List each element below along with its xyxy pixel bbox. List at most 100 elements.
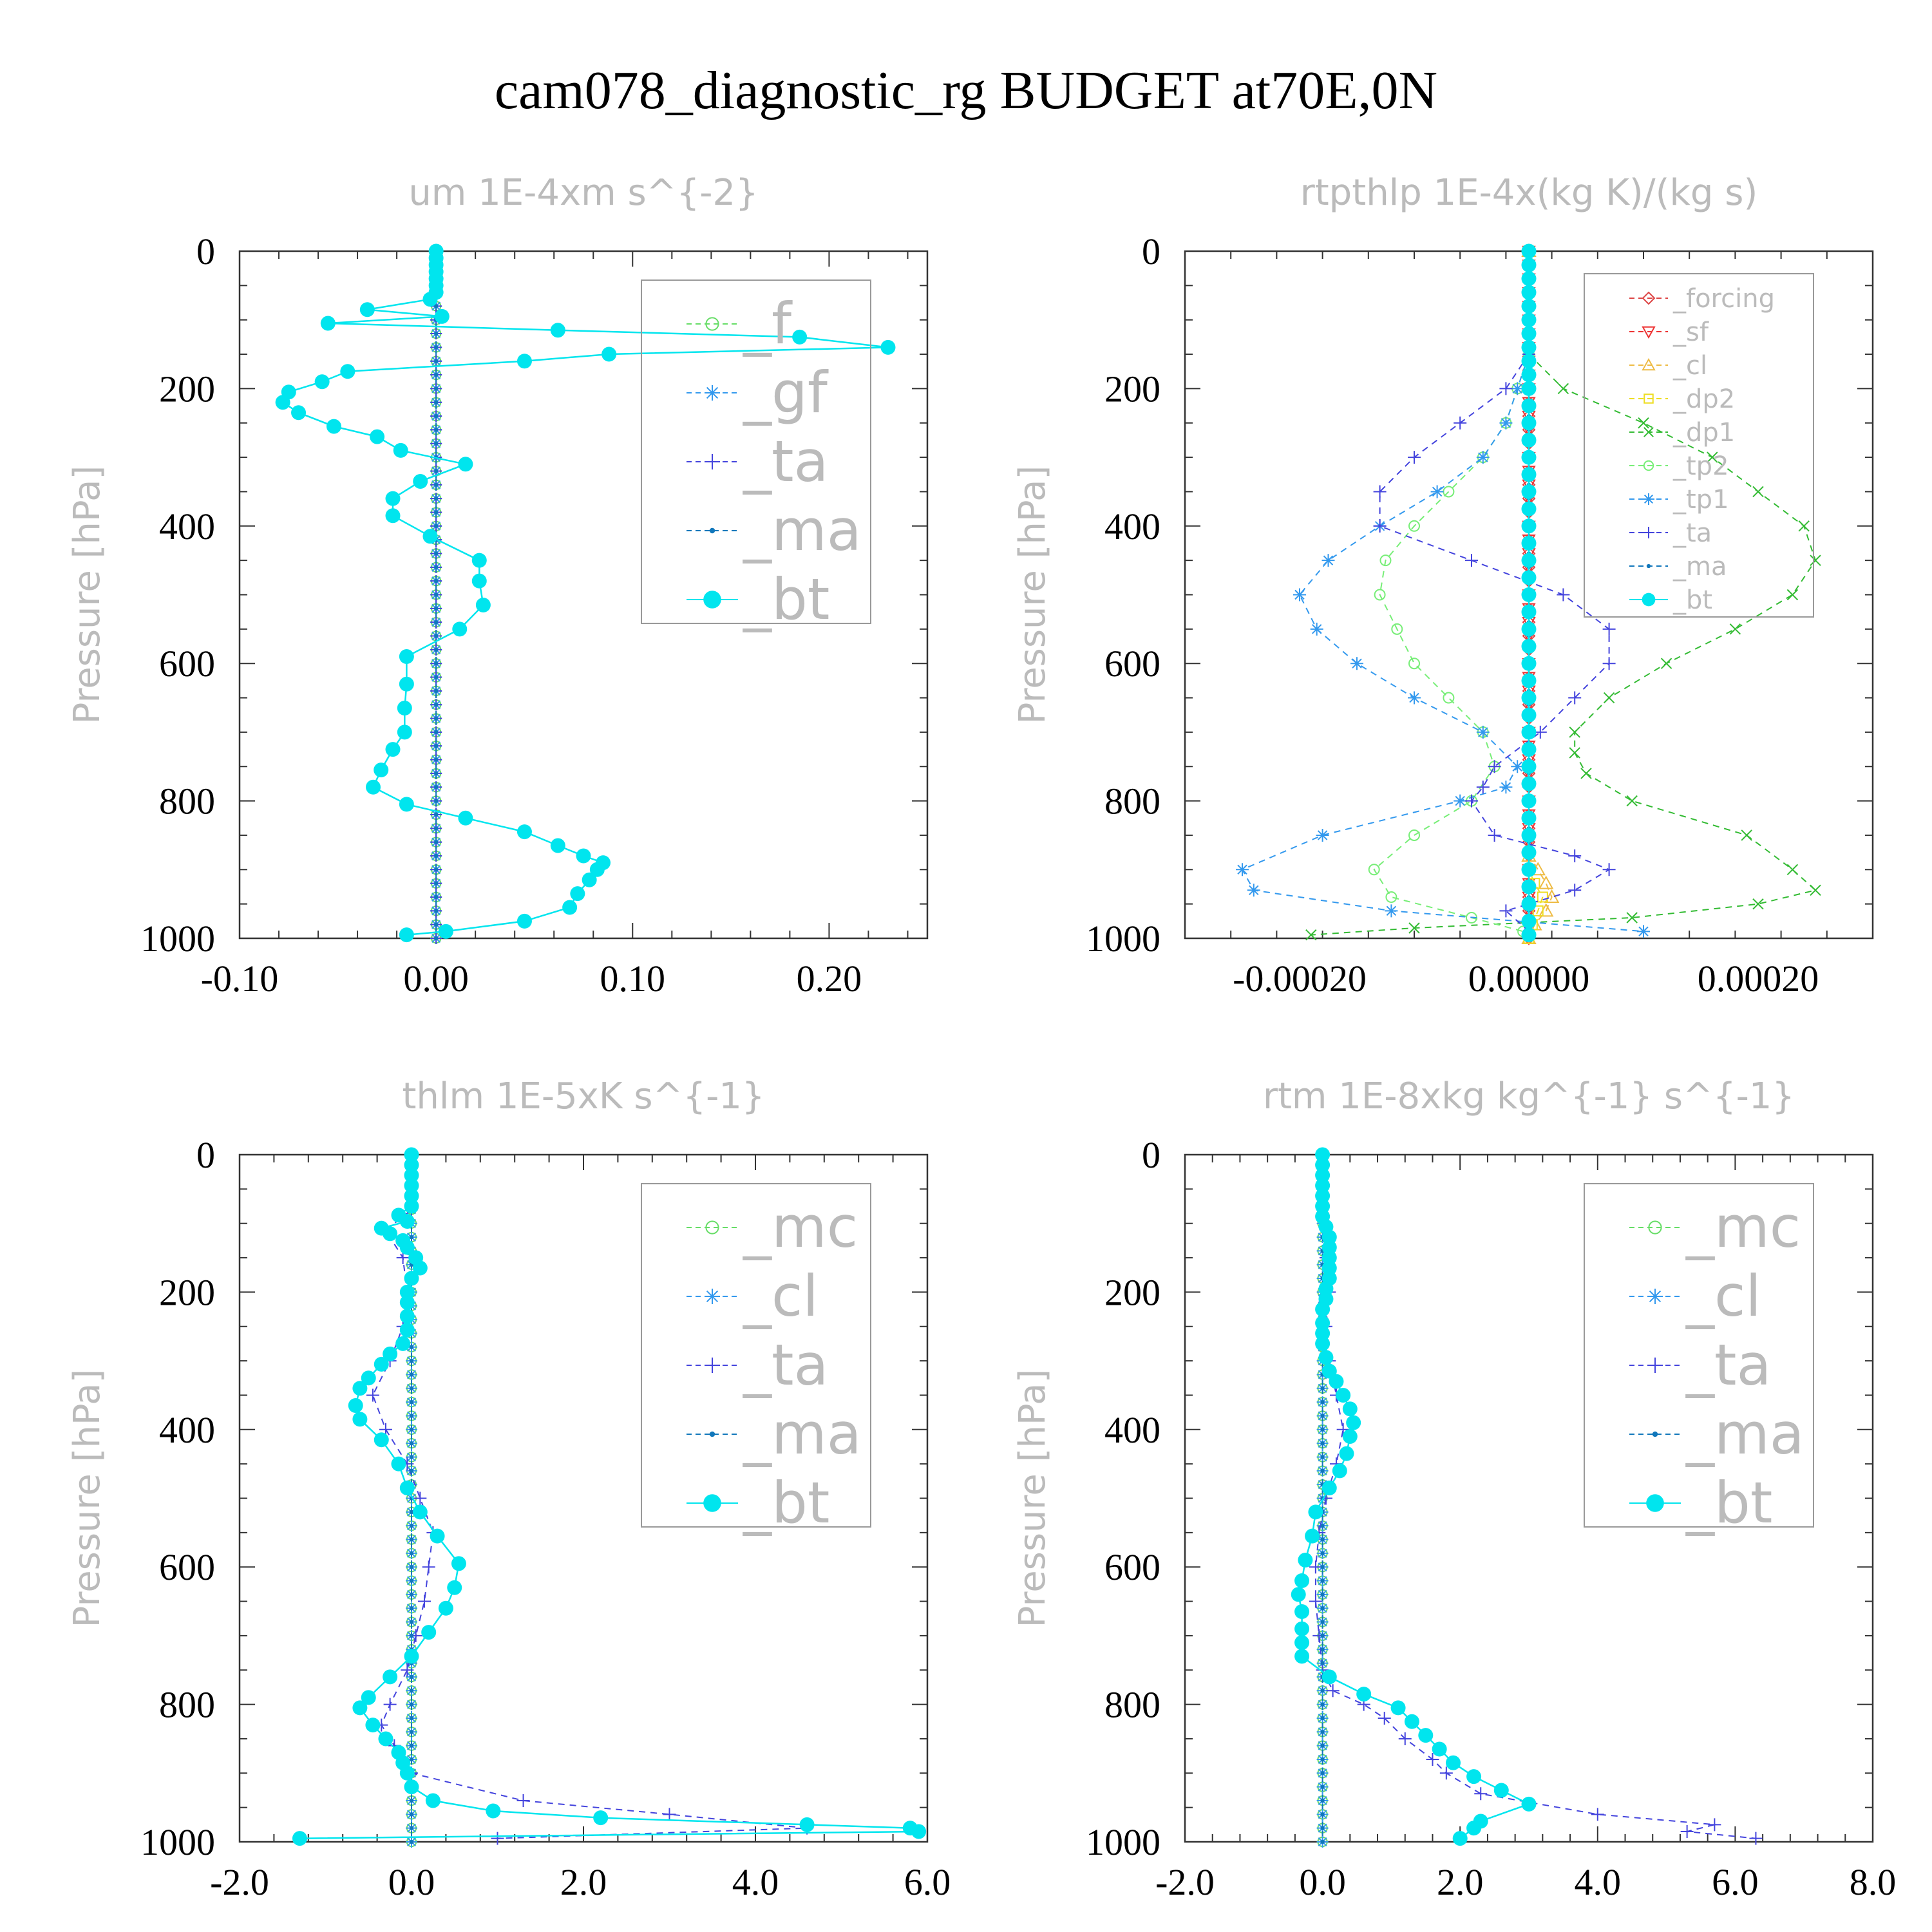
data-point: [1320, 1537, 1325, 1542]
data-point: [425, 1793, 440, 1808]
legend-marker: [705, 1220, 719, 1235]
data-point: [433, 413, 439, 419]
x-tick-label: -0.10: [201, 958, 279, 999]
chart-panel-4: rtm 1E-8xkg kg^{-1} s^{-1} Pressure [hPa]…: [1012, 1075, 1896, 1903]
data-point: [1521, 604, 1537, 620]
x-tick-label: 8.0: [1850, 1861, 1897, 1903]
data-point: [433, 730, 439, 735]
data-point: [1305, 1528, 1320, 1544]
data-point: [404, 1188, 419, 1204]
data-point: [1373, 485, 1387, 498]
legend-label: _bt: [1672, 585, 1712, 615]
legend-marker: [1643, 427, 1654, 437]
data-point: [1329, 1374, 1344, 1389]
data-point: [1493, 1783, 1509, 1798]
y-axis-label: Pressure [hPa]: [1012, 1369, 1054, 1628]
data-point: [1247, 884, 1260, 897]
legend-marker: [1647, 1358, 1663, 1373]
y-tick-label: 400: [1104, 1409, 1160, 1451]
data-point: [1521, 467, 1537, 482]
data-point: [1521, 415, 1537, 431]
data-point: [433, 771, 439, 776]
data-point: [1499, 382, 1513, 395]
data-point: [433, 757, 439, 762]
data-point: [409, 1427, 414, 1432]
x-tick-label: -0.00020: [1233, 958, 1367, 999]
data-point: [516, 824, 532, 840]
x-tick-label: 0.10: [600, 958, 666, 999]
data-point: [1452, 1831, 1468, 1846]
data-point: [1521, 312, 1537, 328]
data-point: [1373, 519, 1387, 533]
data-point: [1521, 570, 1537, 585]
data-point: [1521, 639, 1537, 654]
data-point: [1408, 451, 1421, 464]
data-point: [409, 1633, 414, 1638]
data-point: [1379, 554, 1392, 567]
y-tick-label: 1000: [1086, 918, 1160, 960]
data-point: [1320, 1716, 1325, 1721]
data-point: [1320, 1592, 1325, 1597]
data-point: [340, 364, 355, 379]
data-point: [1521, 587, 1537, 602]
data-point: [1315, 1188, 1331, 1204]
data-point: [593, 1810, 609, 1826]
data-point: [1320, 1730, 1325, 1734]
legend-marker: [705, 1358, 720, 1373]
data-point: [1474, 1787, 1488, 1801]
data-point: [1521, 484, 1537, 499]
data-point: [1398, 1732, 1412, 1745]
panel-title: um 1E-4xm s^{-2}: [408, 172, 758, 214]
data-point: [1443, 692, 1455, 704]
data-point: [452, 621, 468, 637]
data-point: [374, 1432, 389, 1448]
data-point: [1798, 520, 1810, 532]
data-point: [404, 1157, 419, 1173]
series-tp2: [1368, 348, 1535, 938]
data-point: [433, 551, 439, 556]
data-point: [1521, 271, 1537, 287]
data-point: [422, 1560, 435, 1574]
legend-box: [641, 1183, 871, 1528]
data-point: [433, 647, 439, 652]
data-point: [433, 510, 439, 515]
data-point: [1557, 588, 1570, 601]
data-point: [1339, 1446, 1354, 1461]
data-point: [404, 1147, 419, 1162]
data-point: [409, 1798, 414, 1803]
data-point: [433, 853, 439, 858]
series-line: [1241, 354, 1644, 933]
data-point: [409, 1757, 414, 1762]
data-point: [1315, 1157, 1331, 1173]
data-point: [1602, 622, 1616, 636]
data-point: [409, 1441, 414, 1446]
legend: _forcing_sf _cl_dp2 _dp1_tp2 _tp1_ta _ma_bt: [1584, 273, 1814, 618]
data-point: [399, 1240, 415, 1255]
data-point: [352, 1700, 368, 1716]
y-axis-label: Pressure [hPa]: [66, 1369, 108, 1628]
data-point: [1320, 1785, 1325, 1789]
data-point: [412, 1260, 428, 1276]
legend-marker: [1647, 1289, 1663, 1304]
data-point: [1391, 623, 1403, 635]
data-point: [352, 1412, 368, 1427]
data-point: [433, 867, 439, 872]
legend-box: [1584, 273, 1814, 618]
data-point: [409, 1730, 414, 1734]
data-point: [550, 323, 565, 338]
data-point: [1569, 726, 1580, 738]
data-point: [1320, 1441, 1325, 1446]
data-point: [433, 386, 439, 391]
data-point: [1521, 845, 1537, 860]
data-point: [1320, 1826, 1325, 1830]
data-point: [378, 1731, 393, 1747]
data-point: [589, 862, 605, 877]
legend-marker: [705, 385, 720, 401]
data-point: [1318, 1281, 1334, 1296]
data-point: [399, 1765, 415, 1781]
data-point: [458, 810, 473, 826]
data-point: [491, 1832, 504, 1845]
data-point: [1320, 1771, 1325, 1776]
data-point: [1511, 760, 1524, 773]
